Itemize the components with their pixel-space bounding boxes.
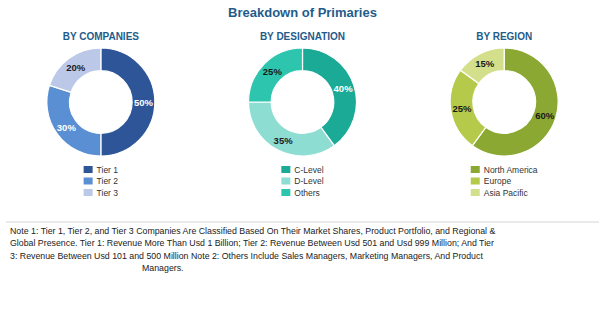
donut-chart: BY DESIGNATION 40% 35% 25% C-LevelD-Level Oth… bbox=[249, 31, 357, 198]
chart-title: BY COMPANIES bbox=[63, 31, 140, 42]
donut-chart: BY COMPANIES 50% 30% 20% Tier 1Tier 2 Tier 3 bbox=[47, 31, 155, 198]
legend-label: Tier 2 bbox=[97, 176, 119, 186]
donut-slice bbox=[47, 85, 101, 156]
legend-swatch bbox=[281, 166, 290, 173]
legend-label: Others bbox=[294, 188, 320, 198]
donut-slice bbox=[303, 48, 357, 146]
wedges bbox=[249, 48, 357, 156]
wedges bbox=[47, 48, 155, 156]
data-labels: 50% 30% 20% bbox=[57, 62, 154, 133]
donut-slice bbox=[460, 48, 504, 84]
donut-chart: BY REGION 60% 25% 15% North AmericaEurope Asi… bbox=[450, 31, 558, 198]
legend: North AmericaEurope Asia Pacific bbox=[471, 165, 538, 198]
chart-canvas: Breakdown of Primaries BY COMPANIES 50% 30%… bbox=[0, 0, 605, 319]
data-label: 50% bbox=[134, 97, 154, 108]
data-labels: 40% 35% 25% bbox=[263, 66, 353, 145]
title: Breakdown of Primaries bbox=[228, 5, 377, 20]
data-label: 20% bbox=[66, 62, 86, 73]
data-label: 30% bbox=[57, 122, 77, 133]
donut-slice bbox=[249, 102, 335, 156]
donut-slice bbox=[49, 48, 100, 92]
data-label: 15% bbox=[475, 58, 495, 69]
legend-label: Asia Pacific bbox=[484, 188, 529, 198]
legend: Tier 1Tier 2 Tier 3 bbox=[84, 165, 119, 198]
legend-label: C-Level bbox=[294, 165, 323, 175]
legend-swatch bbox=[281, 178, 290, 185]
legend-swatch bbox=[471, 189, 480, 196]
data-labels: 60% 25% 15% bbox=[453, 58, 555, 120]
legend-swatch bbox=[84, 189, 93, 196]
legend: C-LevelD-Level Others bbox=[281, 165, 323, 198]
data-label: 60% bbox=[535, 110, 555, 121]
legend-swatch bbox=[471, 178, 480, 185]
legend-label: Tier 1 bbox=[97, 165, 119, 175]
donut-slice bbox=[101, 48, 155, 156]
data-label: 25% bbox=[263, 66, 283, 77]
wedges bbox=[450, 48, 558, 156]
donut-slice bbox=[472, 48, 558, 156]
legend-label: Europe bbox=[484, 176, 512, 186]
legend-label: North America bbox=[484, 165, 538, 175]
legend-label: D-Level bbox=[294, 176, 323, 186]
legend-swatch bbox=[471, 166, 480, 173]
separator bbox=[6, 222, 599, 223]
legend-swatch bbox=[281, 189, 290, 196]
donut-slice bbox=[249, 48, 303, 102]
legend-swatch bbox=[84, 178, 93, 185]
data-label: 25% bbox=[453, 103, 473, 114]
chart-title: BY DESIGNATION bbox=[260, 31, 345, 42]
chart-title: BY REGION bbox=[476, 31, 532, 42]
data-label: 35% bbox=[274, 135, 294, 146]
data-label: 40% bbox=[334, 83, 354, 94]
legend-label: Tier 3 bbox=[97, 188, 119, 198]
note: Note 1: Tier 1, Tier 2, and Tier 3 Compa… bbox=[10, 226, 496, 273]
legend-swatch bbox=[84, 166, 93, 173]
